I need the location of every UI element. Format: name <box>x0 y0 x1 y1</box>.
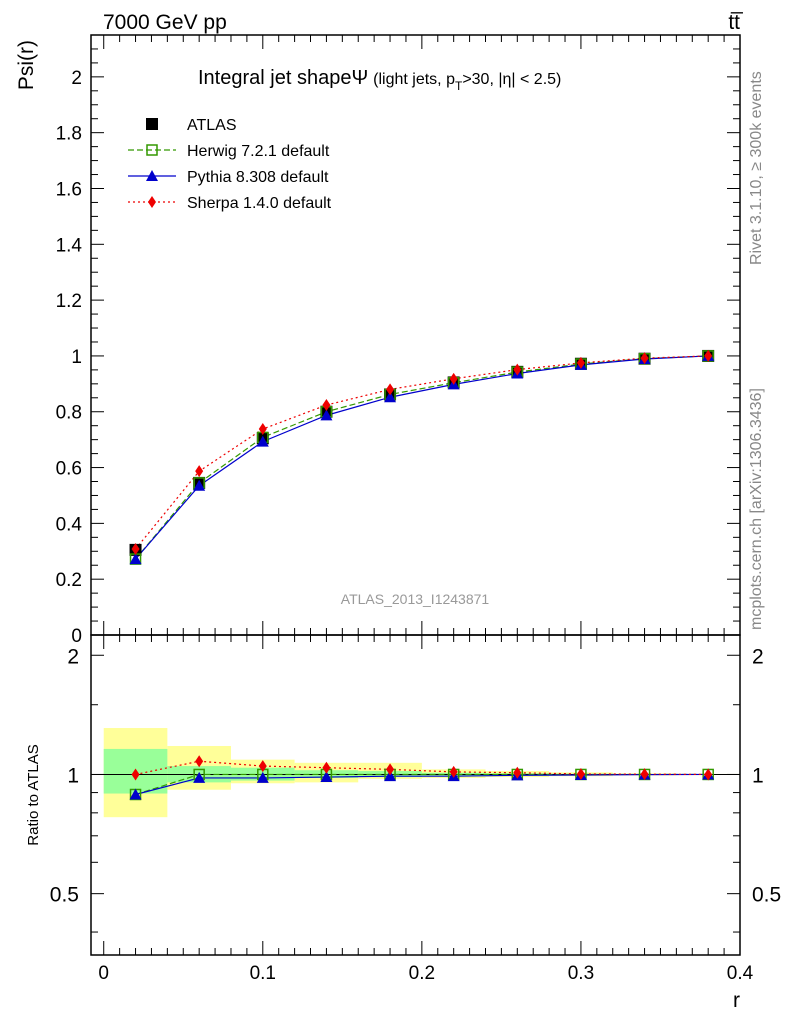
series-point-2 <box>322 399 331 412</box>
series-line-0 <box>135 355 709 560</box>
ratio-tick-label-right: 2 <box>752 645 764 668</box>
ratio-tick-label-right: 0.5 <box>752 884 781 907</box>
ratio-point-2 <box>386 763 395 776</box>
ratio-point-2 <box>576 767 585 780</box>
legend-label: Pythia 8.308 default <box>187 169 329 186</box>
y-tick-label: 0.2 <box>56 570 82 591</box>
y-tick-label: 0.8 <box>56 403 82 424</box>
ratio-point-2 <box>131 768 140 781</box>
y-tick-label: 1.2 <box>56 291 82 312</box>
legend-marker <box>148 196 156 208</box>
analysis-watermark: ATLAS_2013_I1243871 <box>341 591 490 607</box>
ratio-point-2 <box>449 765 458 778</box>
ratio-line-1 <box>135 773 709 796</box>
series-line-1 <box>135 355 709 560</box>
mcplots-label: mcplots.cern.ch [arXiv:1306.3436] <box>748 388 765 630</box>
series-point-2 <box>195 465 204 478</box>
x-axis-label: r <box>733 989 740 1012</box>
series-point-1 <box>320 409 333 421</box>
ratio-tick-label-right: 1 <box>752 764 764 787</box>
x-tick-label: 0 <box>98 963 109 984</box>
y-tick-label: 1.8 <box>56 124 82 145</box>
ratio-tick-label: 0.5 <box>50 884 79 907</box>
series-point-1 <box>129 553 142 565</box>
series-point-2 <box>513 363 522 376</box>
y-tick-label: 1.6 <box>56 179 82 200</box>
series-point-2 <box>704 349 713 362</box>
header-energy-label: 7000 GeV pp <box>103 11 227 34</box>
ratio-point-2 <box>704 768 713 781</box>
y-tick-label: 1 <box>71 347 82 368</box>
legend-label: Herwig 7.2.1 default <box>187 143 330 160</box>
y-tick-label: 0 <box>71 626 82 647</box>
legend-label: ATLAS <box>187 117 237 134</box>
y-tick-label: 1.4 <box>56 235 83 256</box>
ratio-plot-frame <box>90 634 741 956</box>
ratio-point-1 <box>256 771 269 783</box>
ratio-point-2 <box>322 761 331 774</box>
y-axis-label: Psi(r) <box>15 40 38 90</box>
series-point-1 <box>193 479 206 491</box>
ratio-point-1 <box>320 771 333 783</box>
series-point-2 <box>576 356 585 369</box>
legend-marker <box>146 144 158 156</box>
ratio-point-1 <box>384 770 397 782</box>
legend-label: Sherpa 1.4.0 default <box>187 195 332 212</box>
series-point-2 <box>449 372 458 385</box>
ratio-point-2 <box>258 760 267 773</box>
rivet-label: Rivet 3.1.10, ≥ 300k events <box>748 71 765 265</box>
ratio-point-1 <box>193 771 206 783</box>
legend-marker <box>146 118 158 130</box>
series-point-1 <box>256 435 269 447</box>
series-point-2 <box>131 543 140 556</box>
ratio-tick-label: 1 <box>67 764 79 787</box>
series-point-2 <box>258 423 267 436</box>
series-point-2 <box>640 352 649 365</box>
series-point-2 <box>386 383 395 396</box>
series-line-2 <box>135 355 709 550</box>
x-tick-label: 0.4 <box>727 963 754 984</box>
header-process-label: tt̅ <box>728 11 744 34</box>
ratio-point-2 <box>640 768 649 781</box>
ratio-point-2 <box>195 755 204 768</box>
ratio-y-axis-label: Ratio to ATLAS <box>25 744 42 845</box>
x-tick-label: 0.2 <box>409 963 435 984</box>
y-tick-label: 0.6 <box>56 459 82 480</box>
y-tick-label: 0.4 <box>56 514 83 535</box>
legend-marker <box>146 170 158 181</box>
series-point-1 <box>384 391 397 403</box>
legend: ATLAS Herwig 7.2.1 default Pythia 8.308 de… <box>128 117 332 212</box>
x-tick-label: 0.1 <box>250 963 276 984</box>
ratio-tick-label: 2 <box>67 645 79 668</box>
x-tick-label: 0.3 <box>568 963 594 984</box>
plot-title: Integral jet shapeΨ (light jets, pT>30, |… <box>198 67 561 93</box>
ratio-line-2 <box>135 760 709 776</box>
ratio-point-2 <box>513 766 522 779</box>
ratio-point-1 <box>129 788 142 800</box>
y-tick-label: 2 <box>71 68 82 89</box>
